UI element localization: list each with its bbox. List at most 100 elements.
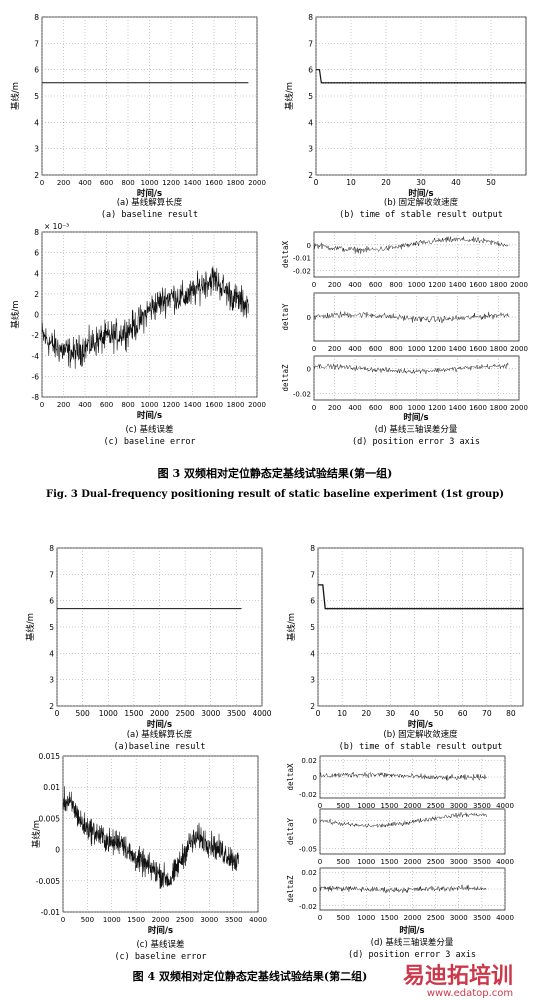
data-point bbox=[476, 607, 479, 610]
component-line bbox=[319, 811, 487, 829]
watermark-logo: 易迪拓培训 www.edatop.com bbox=[403, 963, 513, 999]
data-point bbox=[364, 81, 366, 84]
panel-caption-cn: (b) 固定解收敛速度 bbox=[383, 729, 458, 740]
data-point bbox=[358, 607, 360, 610]
y-tick-label: 3 bbox=[310, 676, 315, 685]
x-tick-label: 1400 bbox=[184, 179, 202, 187]
data-point bbox=[502, 607, 505, 610]
data-point bbox=[384, 607, 387, 610]
x-tick-label: 2000 bbox=[404, 802, 422, 810]
data-point bbox=[327, 81, 330, 84]
panel-caption-en: (c) baseline error bbox=[114, 952, 206, 962]
x-tick-label: 3500 bbox=[227, 709, 246, 718]
component-line bbox=[319, 771, 487, 782]
data-point bbox=[399, 607, 401, 610]
x-tick-label: 1800 bbox=[490, 281, 508, 289]
data-point bbox=[401, 607, 404, 610]
x-tick-label: 0 bbox=[61, 916, 65, 924]
data-point bbox=[422, 81, 425, 84]
data-point bbox=[391, 607, 394, 610]
x-tick-label: 2500 bbox=[427, 858, 445, 866]
y-tick-label: 0 bbox=[313, 886, 317, 894]
x-tick-label: 2000 bbox=[510, 281, 528, 289]
axis-component-label: deltaZ bbox=[281, 364, 290, 392]
x-tick-label: 1000 bbox=[408, 281, 426, 289]
x-tick-label: 0 bbox=[314, 178, 319, 187]
x-tick-label: 2000 bbox=[248, 179, 266, 187]
x-tick-label: 1400 bbox=[184, 401, 202, 409]
x-tick-label: 1800 bbox=[490, 345, 508, 353]
data-point bbox=[413, 607, 416, 610]
x-tick-label: 4000 bbox=[496, 802, 514, 810]
x-tick-label: 1600 bbox=[469, 404, 487, 412]
axis-component-label: deltaY bbox=[286, 817, 295, 845]
x-tick-label: 0 bbox=[316, 709, 321, 718]
y-tick-label: 5 bbox=[308, 92, 313, 101]
data-point bbox=[367, 607, 370, 610]
svg-text:易迪拓培训: 易迪拓培训 bbox=[403, 963, 513, 989]
component-line bbox=[313, 362, 509, 375]
x-tick-label: 20 bbox=[381, 178, 391, 187]
x-tick-label: 1200 bbox=[428, 281, 446, 289]
x-tick-label: 400 bbox=[348, 345, 361, 353]
data-point bbox=[338, 607, 341, 610]
data-point bbox=[336, 81, 338, 84]
x-tick-label: 0 bbox=[55, 709, 60, 718]
data-point bbox=[394, 81, 397, 84]
y-axis-label: 基线/m bbox=[286, 613, 297, 641]
data-point bbox=[509, 81, 512, 84]
data-point bbox=[428, 607, 430, 610]
x-tick-label: 600 bbox=[369, 281, 382, 289]
panel-caption-en: (c) baseline error bbox=[103, 437, 195, 447]
data-point bbox=[498, 81, 501, 84]
y-tick-label: 2 bbox=[49, 702, 54, 711]
data-point bbox=[420, 81, 422, 84]
x-tick-label: 500 bbox=[336, 802, 349, 810]
x-tick-label: 1400 bbox=[449, 281, 467, 289]
y-tick-label: 7 bbox=[49, 570, 54, 579]
x-tick-label: 30 bbox=[386, 709, 396, 718]
data-point bbox=[523, 81, 526, 84]
x-tick-label: 70 bbox=[482, 709, 492, 718]
y-tick-label: 7 bbox=[34, 39, 39, 48]
data-point bbox=[447, 607, 450, 610]
x-tick-label: 10 bbox=[346, 178, 356, 187]
data-point bbox=[495, 607, 498, 610]
data-point bbox=[414, 81, 417, 84]
fig4-caption-cn: 图 4 双频相对定位静态定基线试验结果(第二组) bbox=[133, 969, 368, 983]
data-point bbox=[365, 607, 368, 610]
data-point bbox=[522, 607, 524, 610]
data-point bbox=[484, 81, 487, 84]
data-point bbox=[431, 81, 434, 84]
y-tick-label: 8 bbox=[34, 13, 39, 22]
x-tick-label: 80 bbox=[506, 709, 516, 718]
x-tick-label: 3000 bbox=[201, 709, 220, 718]
fig3-panel-a: 0 200 400 600 800 1000 1200 1400 1600 1800 2000 2 3 4… bbox=[10, 13, 266, 220]
data-point bbox=[372, 81, 375, 84]
data-point bbox=[400, 81, 403, 84]
y-tick-label: 0.02 bbox=[301, 869, 317, 877]
data-point bbox=[425, 607, 428, 610]
x-tick-label: 600 bbox=[100, 179, 113, 187]
data-point bbox=[396, 607, 399, 610]
y-tick-label: -2 bbox=[32, 331, 40, 340]
data-point bbox=[392, 81, 394, 84]
x-tick-label: 1600 bbox=[469, 345, 487, 353]
data-point bbox=[352, 81, 355, 84]
x-tick-label: 400 bbox=[78, 401, 91, 409]
x-tick-label: 3000 bbox=[200, 916, 218, 924]
data-point bbox=[330, 81, 333, 84]
x-tick-label: 2500 bbox=[176, 916, 194, 924]
data-point bbox=[358, 81, 361, 84]
x-tick-label: 800 bbox=[389, 281, 402, 289]
x-axis-label: 时间/s bbox=[137, 188, 162, 199]
x-tick-label: 0 bbox=[312, 281, 316, 289]
x-tick-label: 1500 bbox=[124, 709, 143, 718]
data-point bbox=[437, 607, 440, 610]
x-tick-label: 3000 bbox=[450, 914, 468, 922]
x-tick-label: 400 bbox=[348, 404, 361, 412]
data-point bbox=[394, 607, 397, 610]
y-tick-label: 0.02 bbox=[301, 757, 317, 765]
y-tick-label: 8 bbox=[34, 228, 39, 237]
